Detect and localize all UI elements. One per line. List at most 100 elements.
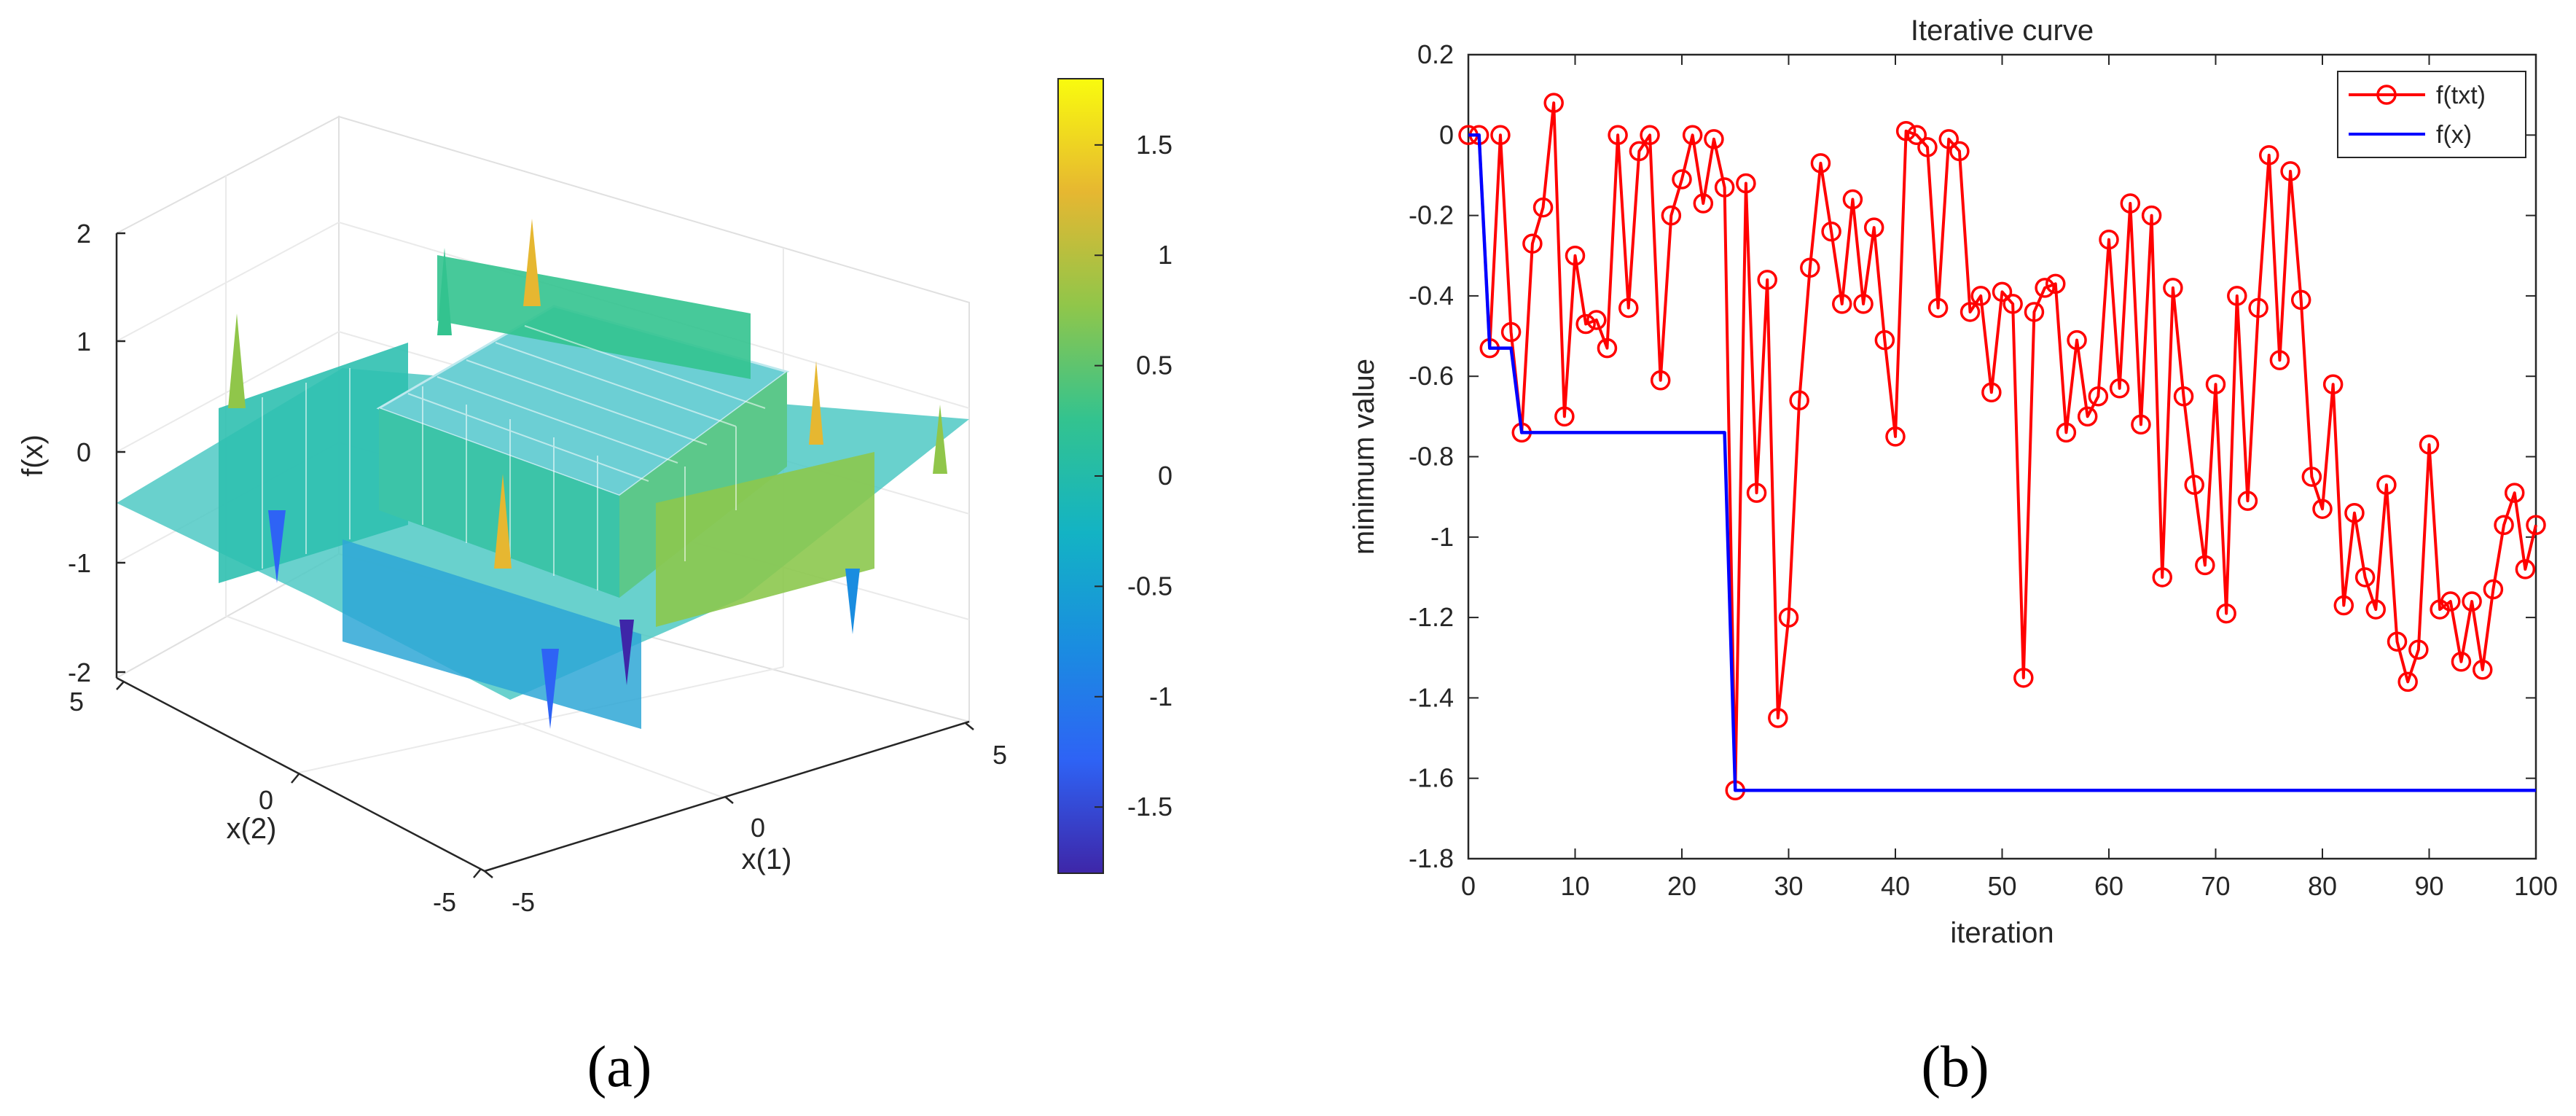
data-point (1682, 125, 1703, 146)
data-point (2035, 278, 2055, 298)
chart-y-axis-label: minimum value (1348, 359, 1380, 555)
x-tick-label: 10 (1560, 871, 1589, 901)
data-point (1853, 294, 1874, 314)
x-tick-label: 20 (1667, 871, 1696, 901)
y-tick-label: -1.4 (1409, 682, 1454, 712)
colorbar-tick-label: -1 (1149, 682, 1172, 711)
data-point (1874, 329, 1895, 351)
data-point (2120, 193, 2141, 214)
data-point (2269, 350, 2290, 370)
surface-mesh-lines (262, 325, 766, 590)
surface-left-ridge (219, 343, 408, 583)
colorbar-tick-label: 0.5 (1136, 351, 1172, 381)
z-tick-label: 2 (77, 219, 91, 249)
data-point (2109, 378, 2130, 399)
data-point (2024, 302, 2045, 322)
data-point (1522, 233, 1543, 254)
colorbar-tick-label: 0 (1158, 461, 1172, 491)
surface-plot: 2 1 0 -1 -2 f(x) 5 0 -5 x(2) -5 0 5 x(1) (17, 115, 1007, 917)
data-point (1906, 125, 1927, 146)
panel-label-a: (a) (587, 1035, 652, 1099)
data-point (1938, 129, 1959, 149)
data-point (2397, 671, 2418, 692)
data-point (2184, 475, 2204, 495)
colorbar-ticks: 1.5 1 0.5 0 -0.5 -1 -1.5 (1095, 130, 1172, 822)
data-point (1672, 169, 1692, 190)
data-point (1789, 390, 1809, 411)
data-point (2163, 278, 2183, 298)
data-point (2440, 591, 2461, 612)
data-point (2259, 145, 2279, 165)
data-point (1885, 426, 1906, 447)
data-point (1960, 302, 1981, 322)
data-point (2045, 273, 2066, 294)
surface-front-ridge (342, 539, 641, 729)
surface-right-ridge (656, 452, 874, 627)
colorbar-tick-label: -1.5 (1127, 792, 1172, 822)
data-point (2462, 591, 2482, 612)
x-tick-label: 5 (993, 740, 1007, 770)
data-point (1992, 281, 2013, 303)
data-point (2141, 205, 2162, 226)
data-point (2344, 502, 2365, 523)
y-tick-label: 0 (259, 785, 273, 815)
data-point (2248, 297, 2268, 319)
x-tick-label: 90 (2414, 871, 2443, 901)
legend-item: f(txt) (2349, 82, 2486, 109)
data-point (2056, 422, 2077, 443)
y-tick-label: -1.8 (1409, 843, 1454, 873)
line-chart: Iterative curve iteration minimum value … (1348, 15, 2558, 949)
data-point (2312, 499, 2333, 519)
data-point (1714, 177, 1735, 198)
data-point (2494, 515, 2514, 536)
data-point (1650, 370, 1671, 391)
data-point (2473, 660, 2493, 680)
y-tick-label: -1.6 (1409, 763, 1454, 793)
data-point (1629, 141, 1650, 162)
data-point (2387, 631, 2408, 652)
data-point (1661, 205, 1682, 226)
data-point (2515, 559, 2536, 580)
surface-axes (115, 232, 974, 878)
x-tick-label: -5 (512, 887, 535, 917)
x-tick-label: 0 (1461, 871, 1476, 901)
data-point (1949, 141, 1970, 162)
data-point (1490, 125, 1511, 146)
data-point (2013, 668, 2034, 688)
data-point (2408, 639, 2429, 660)
x-tick-label: 100 (2514, 871, 2558, 901)
surface-mesh (117, 219, 969, 729)
x-tick-label: 0 (751, 813, 765, 843)
surface-spikes (228, 219, 947, 729)
data-point (1768, 708, 1788, 728)
colorbar-tick-label: 1 (1158, 240, 1172, 270)
data-point (1736, 173, 1756, 194)
data-point (2322, 374, 2344, 394)
chart-legend: f(txt) f(x) (2337, 71, 2526, 158)
data-point (2088, 386, 2109, 407)
data-point (2526, 515, 2546, 536)
data-point (1586, 310, 1607, 330)
data-point (2354, 567, 2376, 588)
series-line (1468, 101, 2537, 792)
data-point (2195, 555, 2215, 576)
y-tick-label: -1 (1430, 522, 1454, 552)
data-point (2290, 289, 2311, 311)
data-point (2333, 595, 2354, 616)
data-point (1970, 286, 1991, 306)
data-point (2099, 229, 2119, 250)
colorbar-tick-label: -0.5 (1127, 571, 1172, 601)
y-tick-label: -0.2 (1409, 200, 1454, 230)
legend-box (2337, 71, 2526, 158)
x-tick-label: 70 (2201, 871, 2230, 901)
x-tick-label: 60 (2094, 871, 2123, 901)
y-tick-label: -1.2 (1409, 602, 1454, 632)
data-point (1800, 257, 1820, 278)
x-tick-label: 40 (1881, 871, 1910, 901)
data-point (2077, 406, 2098, 427)
surface-back-ridge (437, 255, 751, 379)
data-point (2365, 599, 2386, 620)
data-point (2419, 434, 2440, 455)
y-tick-label: -5 (433, 887, 456, 917)
